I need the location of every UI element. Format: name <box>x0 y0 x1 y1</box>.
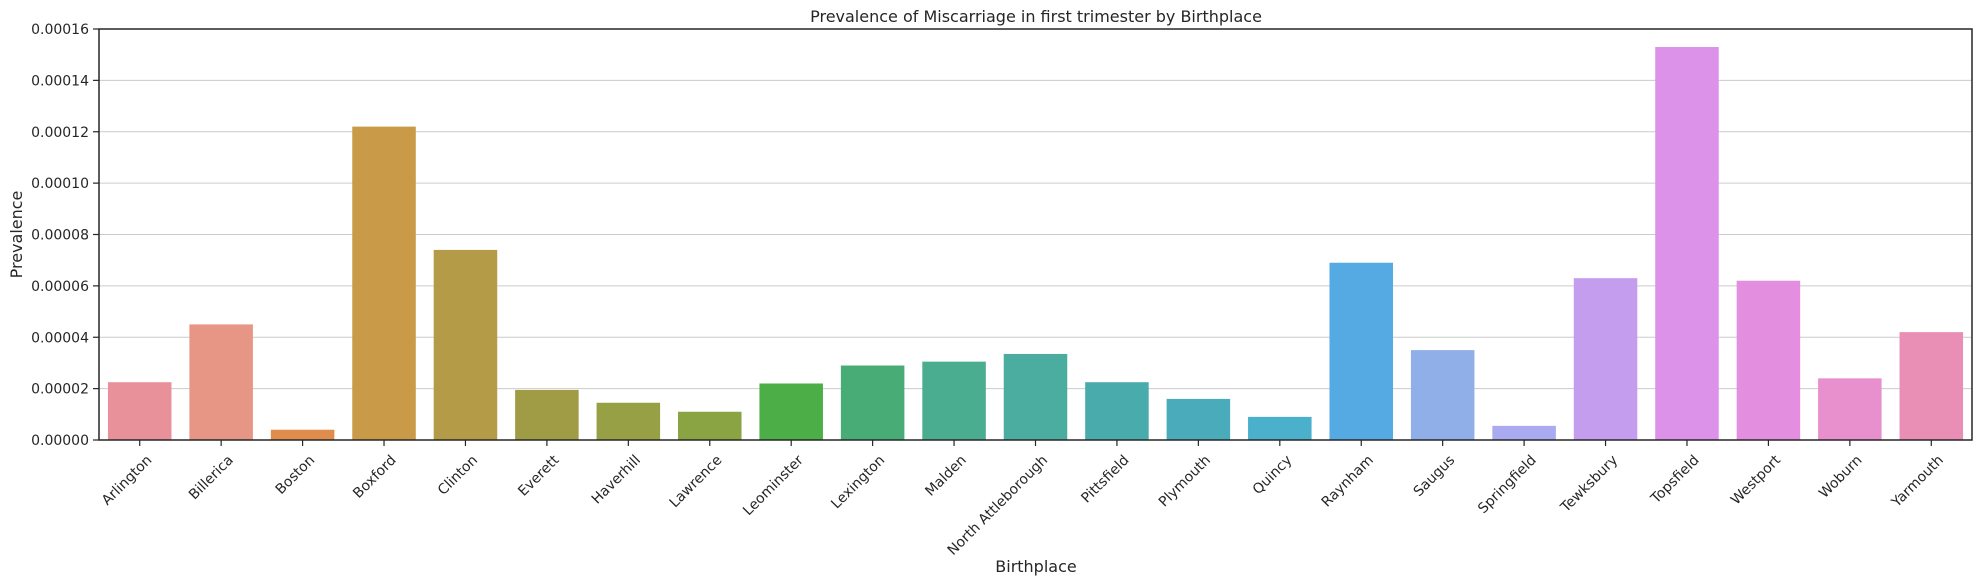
bar-billerica <box>189 324 253 440</box>
bar-saugus <box>1410 350 1475 440</box>
bar-topsfield <box>1655 46 1719 440</box>
y-axis-label: Prevalence <box>7 191 26 279</box>
x-tick-label: Topsfield <box>1647 452 1702 507</box>
bar-haverhill <box>596 402 661 440</box>
x-tick-label: Arlington <box>99 452 155 508</box>
chart-title: Prevalence of Miscarriage in first trime… <box>810 7 1262 26</box>
y-tick-label: 0.00004 <box>31 330 89 346</box>
x-tick-label: Boston <box>273 452 319 498</box>
y-tick-label: 0.00012 <box>31 125 89 141</box>
plot-frame <box>98 28 1973 441</box>
bar-boxford <box>352 126 416 441</box>
x-tick-label: Billerica <box>186 452 237 503</box>
x-tick-label: Lawrence <box>667 452 726 511</box>
x-tick-label: Lexington <box>828 452 888 512</box>
y-tick-label: 0.00006 <box>31 279 89 295</box>
x-tick-label: Clinton <box>435 452 481 498</box>
y-tick-label: 0.00014 <box>31 73 89 89</box>
bar-raynham <box>1329 262 1393 440</box>
bar-lexington <box>840 365 905 440</box>
x-tick-label: Plymouth <box>1156 452 1214 510</box>
bar-north-attleborough <box>1003 353 1068 440</box>
y-tick-label: 0.00000 <box>31 433 89 449</box>
bar-arlington <box>107 382 172 440</box>
bar-quincy <box>1248 416 1312 440</box>
x-tick-label: Saugus <box>1411 452 1459 500</box>
x-tick-label: Leominster <box>740 452 807 519</box>
y-tick-label: 0.00002 <box>31 382 89 398</box>
bar-tewksbury <box>1573 278 1638 440</box>
bar-pittsfield <box>1085 382 1149 440</box>
bar-plymouth <box>1166 398 1231 440</box>
x-tick-label: Raynham <box>1319 452 1377 510</box>
x-tick-label: Tewksbury <box>1557 452 1621 516</box>
bar-clinton <box>433 249 498 440</box>
y-tick-label: 0.00016 <box>31 22 89 38</box>
bar-lawrence <box>678 411 742 440</box>
x-tick-label: Haverhill <box>589 452 644 507</box>
y-tick-label: 0.00008 <box>31 228 89 244</box>
y-ticks: 0.00000 0.00002 0.00004 0.00006 0.00008 0.000… <box>31 22 99 449</box>
x-axis-label: Birthplace <box>995 557 1076 576</box>
x-tick-label: Boxford <box>350 452 399 501</box>
x-ticks: Arlington Billerica Boston Boxford Clinton Ev… <box>99 440 1947 559</box>
x-tick-label: Westport <box>1728 452 1784 508</box>
bar-springfield <box>1492 425 1556 440</box>
bar-leominster <box>759 383 823 440</box>
x-tick-label: Malden <box>922 452 969 499</box>
x-tick-label: Pittsfield <box>1078 452 1132 506</box>
bars <box>107 46 1964 441</box>
bar-boston <box>270 429 335 440</box>
y-tick-label: 0.00010 <box>31 176 89 192</box>
bar-everett <box>515 389 579 440</box>
bar-woburn <box>1818 378 1882 440</box>
x-tick-label: Yarmouth <box>1888 452 1947 511</box>
bar-malden <box>922 361 986 440</box>
x-tick-label: Everett <box>515 452 563 500</box>
x-tick-label: Woburn <box>1816 452 1865 501</box>
x-tick-label: Quincy <box>1250 452 1296 498</box>
x-tick-label: Springfield <box>1475 452 1540 517</box>
bar-yarmouth <box>1899 332 1964 440</box>
bar-westport <box>1736 280 1801 440</box>
